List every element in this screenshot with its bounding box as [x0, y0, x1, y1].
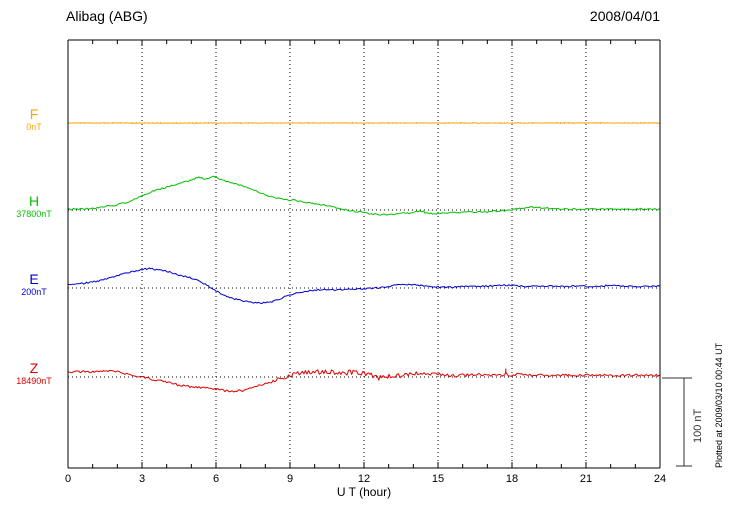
svg-text:3: 3 [139, 473, 145, 485]
series-baseline-f: 0nT [26, 122, 42, 132]
series-letter-h: H [28, 193, 40, 209]
series-baseline-z: 18490nT [16, 376, 52, 386]
tick-labels: 0 3 6 9 12 15 18 21 24 [65, 473, 666, 485]
trace-h [67, 175, 661, 216]
traces [67, 122, 661, 393]
baselines [68, 122, 660, 378]
series-baseline-h: 37800nT [16, 209, 52, 219]
trace-e [67, 267, 661, 304]
svg-text:6: 6 [213, 473, 219, 485]
series-baseline-e: 200nT [21, 287, 47, 297]
series-label-z: Z 18490nT [4, 360, 64, 387]
station-title: Alibag (ABG) [66, 8, 148, 24]
plotted-at-note: Plotted at 2009/03/10 00:44 UT [714, 342, 724, 468]
svg-text:12: 12 [358, 473, 370, 485]
scale-bar-label: 100 nT [692, 408, 704, 443]
series-letter-z: Z [29, 360, 39, 376]
svg-text:21: 21 [580, 473, 592, 485]
scale-bar [662, 377, 692, 467]
svg-text:24: 24 [654, 473, 666, 485]
axis-ticks [67, 40, 661, 468]
series-label-h: H 37800nT [4, 193, 64, 220]
svg-text:18: 18 [506, 473, 518, 485]
trace-z [67, 368, 661, 393]
series-letter-e: E [29, 271, 39, 287]
series-letter-f: F [29, 106, 39, 122]
plot-date: 2008/04/01 [589, 8, 660, 24]
gridlines [141, 40, 587, 468]
svg-text:0: 0 [65, 473, 71, 485]
series-label-f: F 0nT [4, 106, 64, 133]
series-label-e: E 200nT [4, 271, 64, 298]
svg-text:9: 9 [287, 473, 293, 485]
svg-text:15: 15 [432, 473, 444, 485]
x-axis-label: U T (hour) [336, 485, 392, 499]
